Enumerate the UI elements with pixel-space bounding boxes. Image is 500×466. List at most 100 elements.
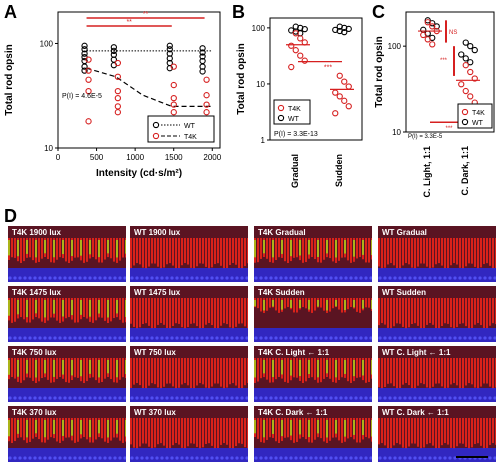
nucleus [458, 396, 462, 400]
rod-segment [217, 238, 219, 264]
rod-segment [338, 298, 340, 310]
point-a-wt-2 [81, 50, 88, 57]
nucleus [18, 396, 22, 400]
nucleus [393, 276, 397, 280]
nucleus [113, 276, 117, 280]
rod-segment [199, 418, 201, 449]
nucleus [73, 336, 77, 340]
nucleus [388, 276, 392, 280]
rod-segment [387, 418, 389, 449]
rod-segment [483, 298, 485, 329]
nucleus [339, 336, 343, 340]
panel-letter-a: A [4, 2, 17, 22]
rod-segment [432, 238, 434, 268]
nucleus [113, 336, 117, 340]
legend-marker-c-1 [461, 118, 469, 126]
nucleus [403, 456, 407, 460]
rod-segment [50, 358, 52, 383]
rod-segment [122, 418, 124, 443]
nucleus [339, 276, 343, 280]
point-a-t4k-1 [85, 67, 92, 74]
rod-segment [193, 298, 195, 324]
rod-segment [390, 418, 392, 449]
nucleus [349, 276, 353, 280]
nucleus [93, 396, 97, 400]
point-a-t4k-20 [203, 109, 210, 116]
rod-highlight [8, 240, 10, 256]
nucleus [135, 336, 139, 340]
rod-segment [432, 358, 434, 387]
nucleus [438, 396, 442, 400]
nucleus [418, 396, 422, 400]
rod-segment [350, 298, 352, 308]
nucleus [413, 336, 417, 340]
rod-segment [208, 298, 210, 324]
rod-segment [314, 358, 316, 380]
legend-marker-b-0 [277, 104, 285, 112]
rod-segment [441, 358, 443, 387]
rod-segment [260, 298, 262, 312]
nucleus [118, 336, 122, 340]
nucleus [155, 456, 159, 460]
rod-segment [302, 298, 304, 308]
nucleus [150, 396, 154, 400]
point-a-wt-5 [81, 63, 88, 70]
rod-segment [347, 418, 349, 439]
rod-segment [474, 238, 476, 267]
rod-highlight [317, 240, 319, 257]
nucleus [155, 396, 159, 400]
nucleus [334, 456, 338, 460]
rod-segment [368, 298, 370, 308]
nucleus [493, 276, 496, 280]
point-a-t4k-14 [170, 101, 177, 108]
nuclear-layer [378, 328, 496, 342]
rod-segment [172, 358, 174, 387]
legend-marker-c-0 [461, 108, 469, 116]
rod-segment [432, 298, 434, 325]
rod-highlight [17, 300, 19, 315]
rod-segment [435, 358, 437, 384]
rod-segment [163, 298, 165, 325]
rod-segment [14, 238, 16, 258]
nucleus [140, 276, 144, 280]
point-a-t4k-10 [114, 109, 122, 116]
rod-segment [447, 238, 449, 269]
rod-highlight [326, 240, 328, 254]
rod-segment [223, 358, 225, 389]
rod-segment [378, 238, 380, 267]
rod-segment [23, 238, 25, 262]
rod-segment [196, 298, 198, 327]
rod-highlight [80, 360, 82, 377]
rod-segment [429, 358, 431, 389]
rod-segment [320, 298, 322, 308]
nucleus [180, 276, 184, 280]
point-a-wt-1 [81, 46, 88, 53]
rod-segment [50, 418, 52, 438]
nucleus [170, 456, 174, 460]
rod-segment [465, 298, 467, 327]
micrograph-tile: T4K 1900 lux [8, 226, 126, 282]
nucleus [483, 276, 487, 280]
nucleus [140, 456, 144, 460]
nucleus [83, 276, 87, 280]
rod-segment [477, 358, 479, 389]
rod-segment [157, 418, 159, 445]
rod-highlight [281, 360, 283, 375]
nucleus [289, 396, 293, 400]
nucleus [289, 336, 293, 340]
point-a-t4k-17 [203, 76, 210, 83]
nucleus [264, 456, 268, 460]
rod-segment [196, 238, 198, 267]
rod-segment [50, 298, 52, 318]
rod-segment [311, 298, 313, 313]
rod-segment [68, 238, 70, 263]
nucleus [245, 456, 248, 460]
nucleus [185, 456, 189, 460]
nucleus [230, 336, 234, 340]
rod-segment [229, 238, 231, 265]
rod-segment [41, 238, 43, 259]
rod-segment [41, 358, 43, 378]
nucleus [383, 396, 387, 400]
point-b-t4k-1 [297, 35, 304, 42]
nucleus [145, 276, 149, 280]
